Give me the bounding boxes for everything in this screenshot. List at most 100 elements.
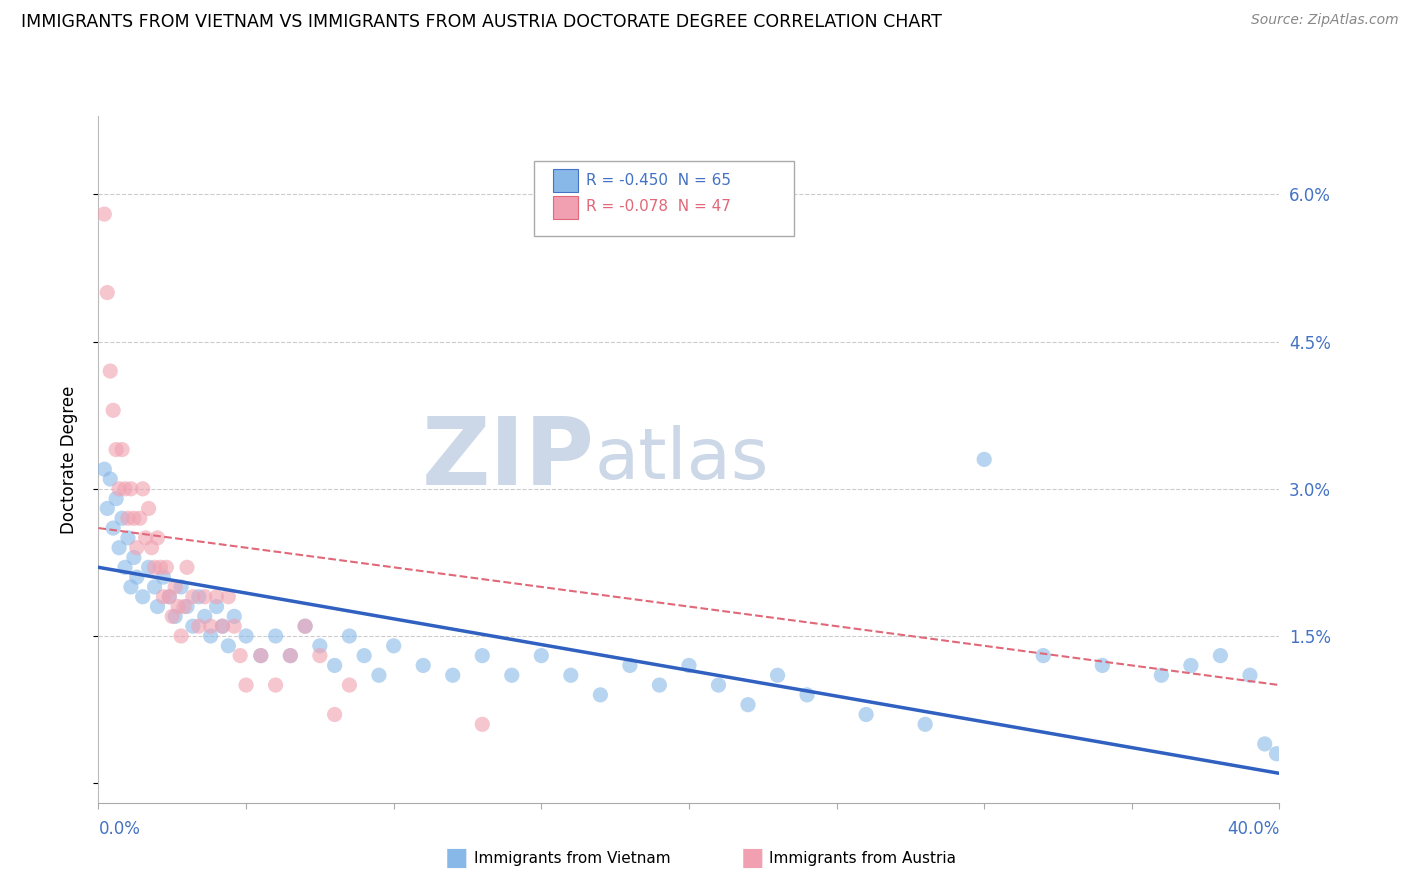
Point xyxy=(143,560,166,574)
Point xyxy=(103,403,125,417)
Point xyxy=(368,668,391,682)
Point xyxy=(132,482,155,496)
Point xyxy=(323,707,346,722)
Point xyxy=(176,599,198,614)
Point xyxy=(155,560,177,574)
Point xyxy=(138,560,160,574)
Point xyxy=(111,511,134,525)
Point xyxy=(108,541,131,555)
Text: R = -0.078  N = 47: R = -0.078 N = 47 xyxy=(586,200,731,214)
Point xyxy=(796,688,818,702)
Point xyxy=(167,599,190,614)
Point xyxy=(187,619,209,633)
Point xyxy=(93,207,115,221)
Point xyxy=(678,658,700,673)
Point xyxy=(165,580,187,594)
Point xyxy=(96,501,118,516)
Y-axis label: Doctorate Degree: Doctorate Degree xyxy=(59,385,77,533)
Point xyxy=(1265,747,1288,761)
Point xyxy=(1209,648,1232,663)
Point xyxy=(135,531,157,545)
Point xyxy=(173,599,195,614)
Point xyxy=(412,658,434,673)
Text: atlas: atlas xyxy=(595,425,769,494)
Point xyxy=(98,364,121,378)
Point xyxy=(353,648,375,663)
Point xyxy=(98,472,121,486)
Point xyxy=(914,717,936,731)
Point xyxy=(170,580,193,594)
Point xyxy=(181,619,204,633)
Point xyxy=(471,717,494,731)
Point xyxy=(294,619,316,633)
Point xyxy=(530,648,553,663)
Point xyxy=(382,639,405,653)
Point xyxy=(120,580,142,594)
Point xyxy=(264,629,287,643)
Point xyxy=(114,482,136,496)
Point xyxy=(122,550,145,565)
Point xyxy=(146,599,169,614)
Point xyxy=(1091,658,1114,673)
Point xyxy=(589,688,612,702)
Point xyxy=(441,668,464,682)
Point xyxy=(162,609,183,624)
Point xyxy=(229,648,252,663)
Point xyxy=(501,668,523,682)
Point xyxy=(128,511,150,525)
Point xyxy=(309,648,332,663)
Point xyxy=(152,570,174,584)
Point xyxy=(108,482,131,496)
Point xyxy=(648,678,671,692)
Point xyxy=(194,609,217,624)
Point xyxy=(200,629,222,643)
Point xyxy=(194,590,217,604)
Point xyxy=(105,491,128,506)
Text: Immigrants from Austria: Immigrants from Austria xyxy=(769,851,956,865)
Point xyxy=(170,629,193,643)
Point xyxy=(560,668,582,682)
Point xyxy=(181,590,204,604)
Text: IMMIGRANTS FROM VIETNAM VS IMMIGRANTS FROM AUSTRIA DOCTORATE DEGREE CORRELATION : IMMIGRANTS FROM VIETNAM VS IMMIGRANTS FR… xyxy=(21,13,942,31)
Point xyxy=(93,462,115,476)
Point xyxy=(157,590,180,604)
Text: 40.0%: 40.0% xyxy=(1227,820,1279,838)
Point xyxy=(224,619,246,633)
Text: R = -0.450  N = 65: R = -0.450 N = 65 xyxy=(586,173,731,187)
Point xyxy=(707,678,730,692)
Point xyxy=(1180,658,1202,673)
Point xyxy=(96,285,118,300)
Point xyxy=(211,619,233,633)
Point xyxy=(766,668,789,682)
Point xyxy=(117,531,139,545)
Point xyxy=(224,609,246,624)
Point xyxy=(211,619,233,633)
Point xyxy=(120,482,142,496)
Point xyxy=(103,521,125,535)
Point xyxy=(339,678,360,692)
Point xyxy=(132,590,155,604)
Point xyxy=(235,629,257,643)
Text: 0.0%: 0.0% xyxy=(98,820,141,838)
Point xyxy=(250,648,273,663)
Point xyxy=(217,590,239,604)
Point xyxy=(205,599,228,614)
Point xyxy=(1032,648,1054,663)
Point xyxy=(294,619,316,633)
Point xyxy=(200,619,222,633)
Point xyxy=(176,560,198,574)
Point xyxy=(737,698,759,712)
Point xyxy=(125,541,148,555)
Point xyxy=(235,678,257,692)
Point xyxy=(1254,737,1277,751)
Text: ZIP: ZIP xyxy=(422,413,595,506)
Point xyxy=(141,541,163,555)
Point xyxy=(138,501,160,516)
Text: ■: ■ xyxy=(741,847,763,870)
Point xyxy=(187,590,209,604)
Point xyxy=(1239,668,1261,682)
Point xyxy=(205,590,228,604)
Point xyxy=(111,442,134,457)
Point xyxy=(973,452,995,467)
Point xyxy=(117,511,139,525)
